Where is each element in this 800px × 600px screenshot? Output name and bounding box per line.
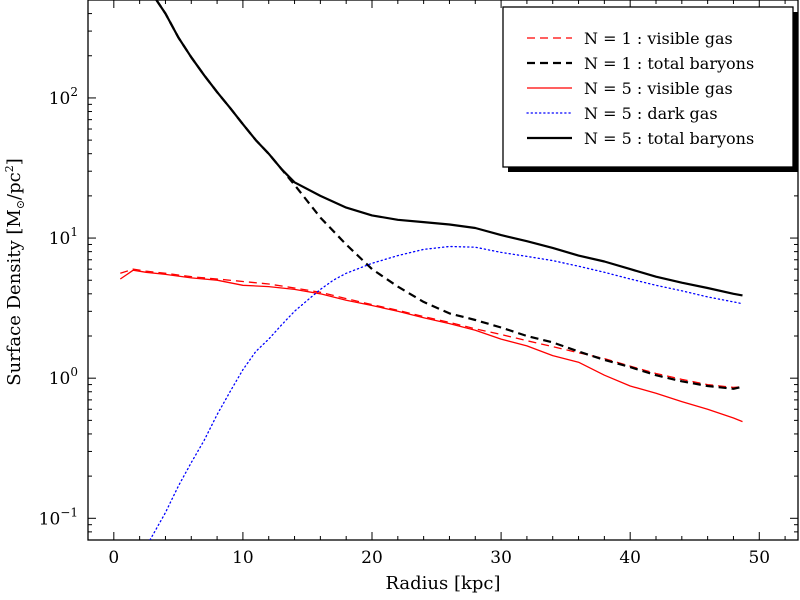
x-tick-label: 10 bbox=[232, 548, 254, 568]
series-line-4 bbox=[149, 245, 744, 540]
x-tick-label: 20 bbox=[361, 548, 383, 568]
series-line-1 bbox=[120, 268, 743, 389]
legend: N = 1 : visible gas N = 1 : total baryons… bbox=[502, 6, 798, 172]
legend-label-4: N = 5 : dark gas bbox=[584, 104, 718, 123]
plot-frame bbox=[87, 0, 799, 541]
y-tick-label: 10−1 bbox=[39, 505, 78, 529]
y-tick-label: 100 bbox=[49, 365, 78, 389]
series-line-5 bbox=[155, 0, 743, 297]
x-tick-label: 0 bbox=[108, 548, 119, 568]
legend-label-5: N = 5 : total baryons bbox=[584, 129, 754, 148]
legend-label-3: N = 5 : visible gas bbox=[584, 79, 733, 98]
y-tick-label: 102 bbox=[49, 85, 78, 109]
x-tick-label: 40 bbox=[619, 548, 641, 568]
legend-label-2: N = 1 : total baryons bbox=[584, 54, 754, 73]
legend-box bbox=[502, 6, 794, 168]
axis-ticks: 0 10 20 30 40 50 10−1 100 101 102 bbox=[39, 0, 798, 568]
y-tick-label: 101 bbox=[49, 225, 78, 249]
x-axis-label: Radius [kpc] bbox=[385, 573, 500, 594]
x-tick-label: 30 bbox=[490, 548, 512, 568]
legend-label-1: N = 1 : visible gas bbox=[584, 29, 733, 48]
series-layer bbox=[119, 0, 744, 540]
x-tick-label: 50 bbox=[748, 548, 770, 568]
y-axis-label: Surface Density [M⊙/pc2] bbox=[3, 158, 27, 386]
series-line-3 bbox=[119, 269, 743, 423]
